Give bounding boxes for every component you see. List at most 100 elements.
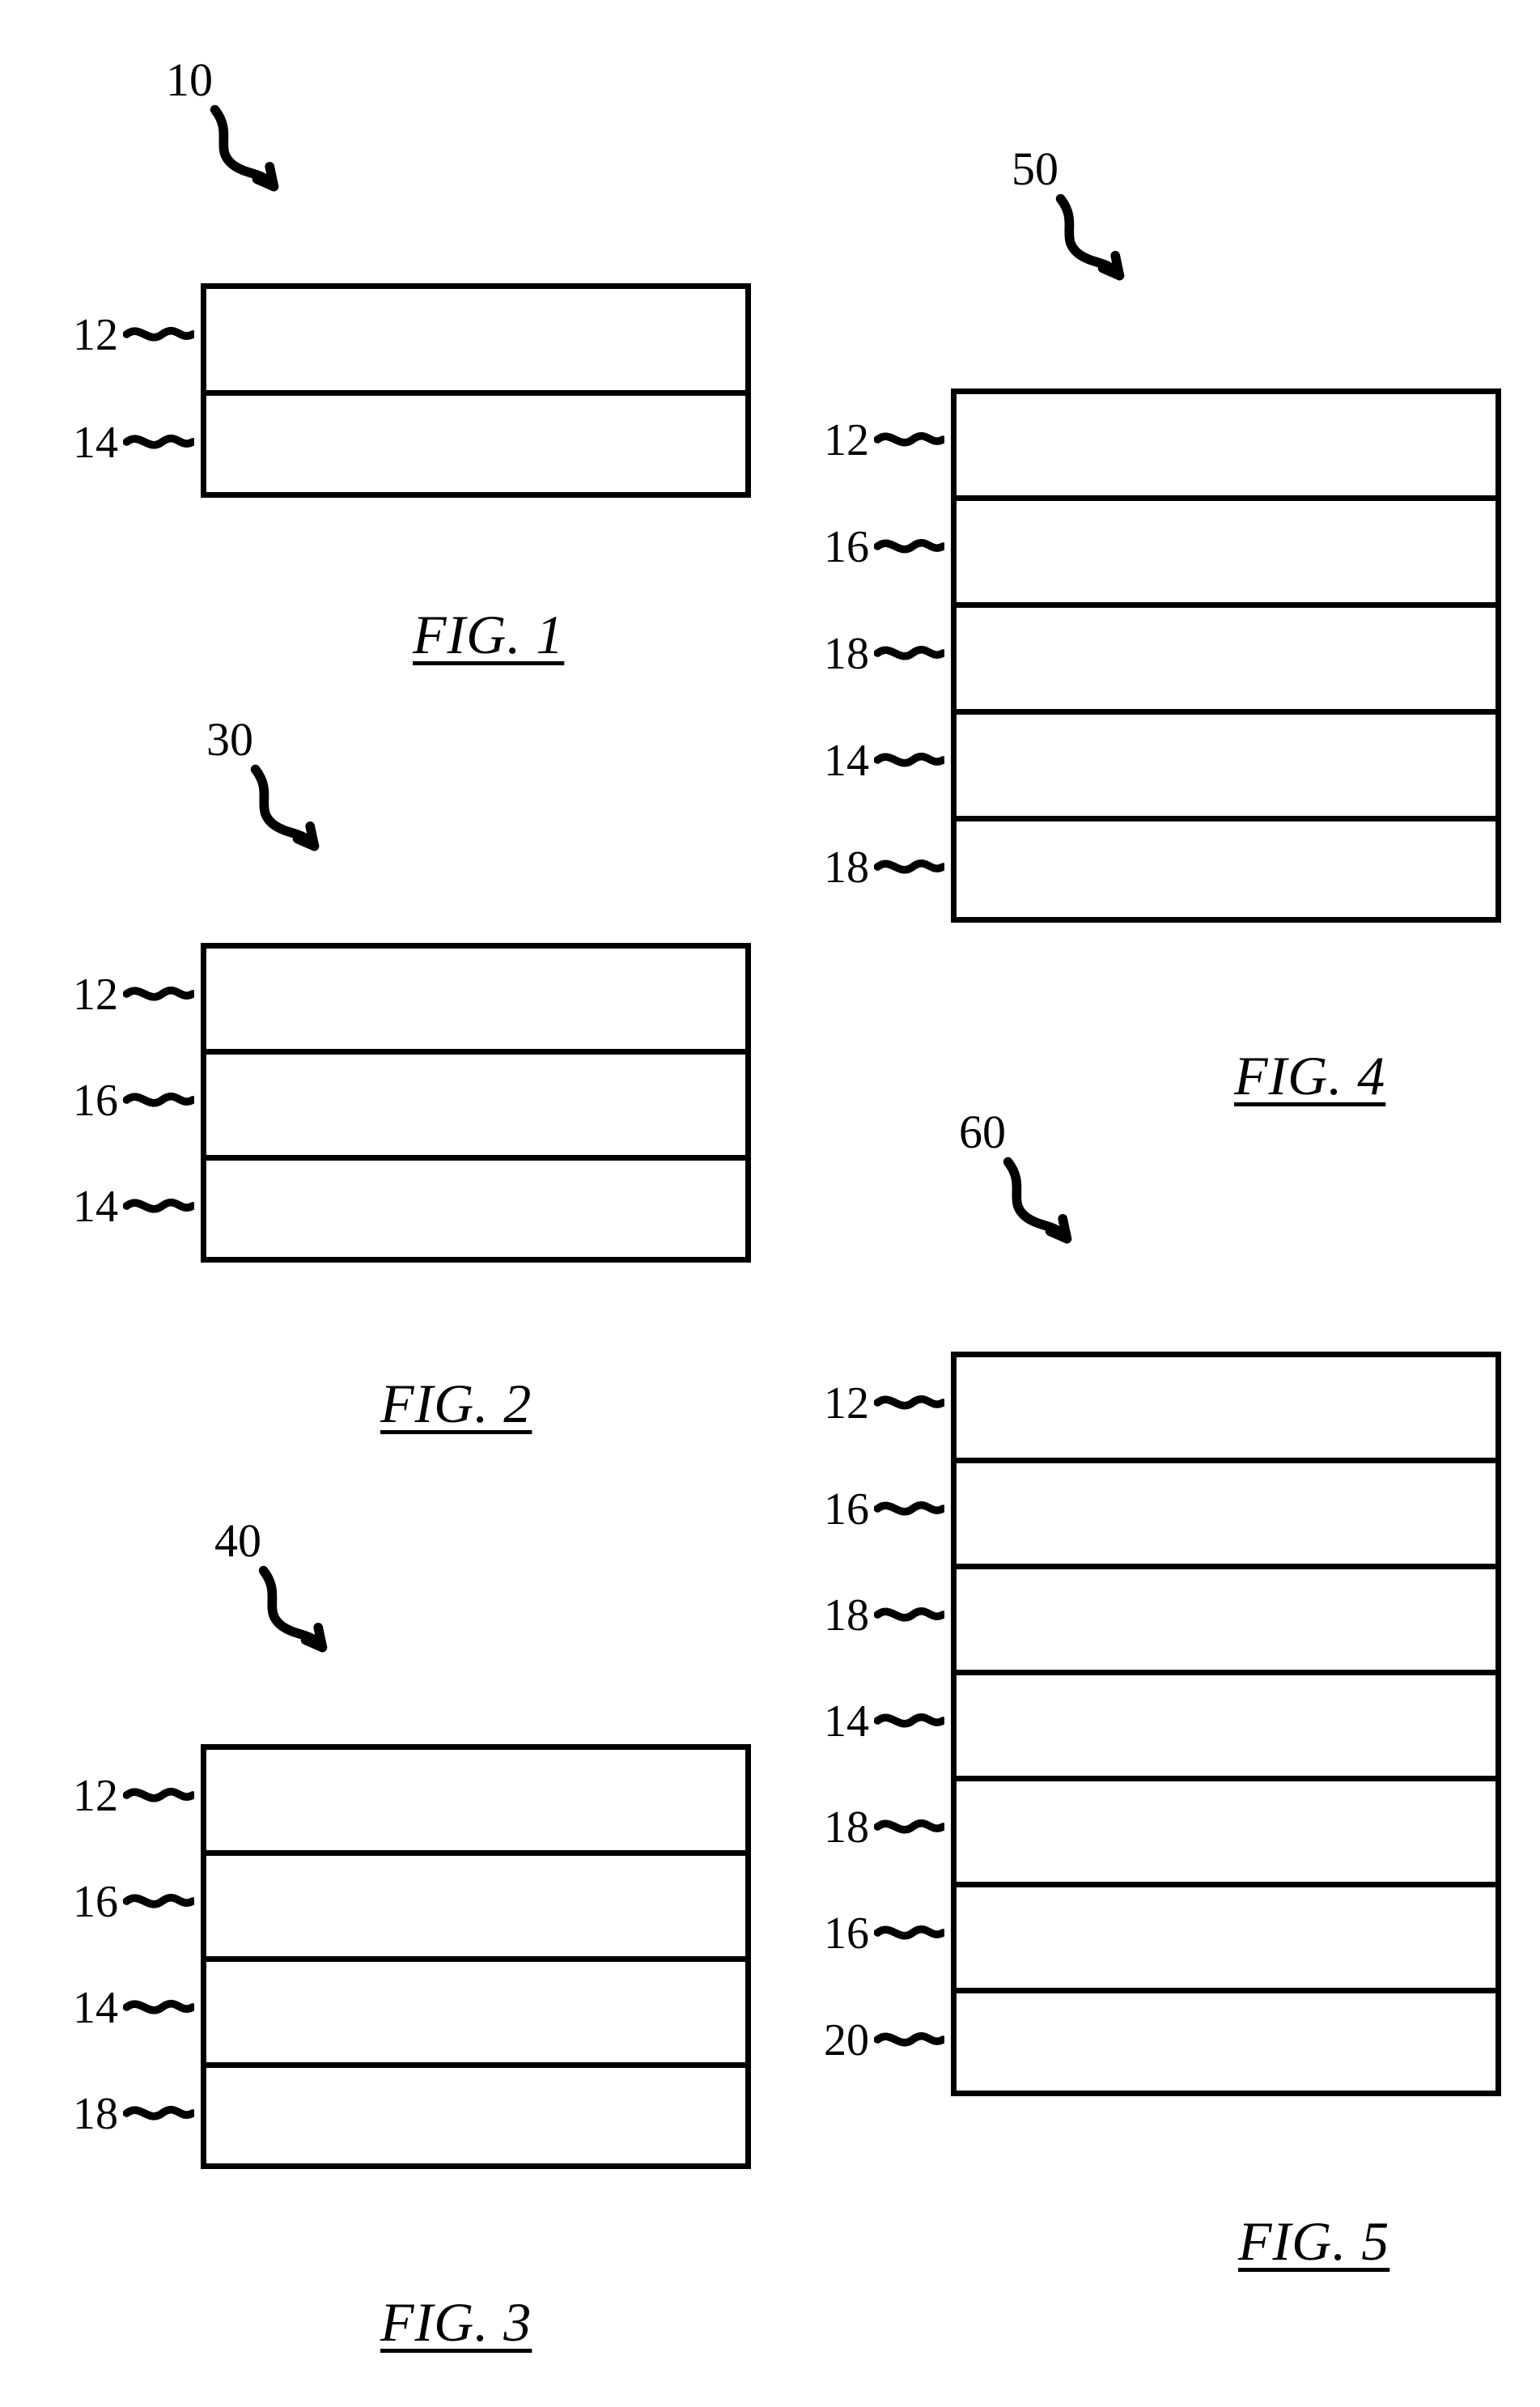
fig5-layer-label: 18 [824, 1802, 944, 1853]
fig5-layer [957, 1781, 1495, 1887]
lead-line-container [123, 1181, 194, 1233]
lead-line-icon [123, 1191, 194, 1221]
fig3-layer-number: 12 [73, 1770, 118, 1822]
fig5-layer-number: 14 [824, 1696, 869, 1747]
lead-line-container [874, 1378, 944, 1429]
fig4-layer-label: 12 [824, 414, 944, 466]
fig5-layer-number: 12 [824, 1378, 869, 1429]
lead-line-container [874, 1908, 944, 1959]
fig2-layer-number: 14 [73, 1181, 118, 1233]
lead-line-container [874, 2014, 944, 2066]
lead-line-icon [874, 2024, 944, 2055]
lead-line-icon [874, 1917, 944, 1948]
page-root: 10 12 14 FIG. 130 12 16 14 FIG. 240 12 1… [0, 0, 1540, 2407]
fig4-reference-arrow: 50 [1012, 142, 1058, 196]
fig4-layer-label: 14 [824, 735, 944, 787]
fig1-reference-arrow: 10 [166, 53, 213, 107]
fig3-reference-arrow: 40 [214, 1513, 261, 1568]
lead-line-container [123, 309, 194, 361]
lead-line-icon [874, 1599, 944, 1630]
lead-line-container [123, 2088, 194, 2140]
lead-line-container [874, 1696, 944, 1747]
fig1-layer-label: 12 [73, 309, 194, 361]
lead-line-container [123, 1982, 194, 2034]
lead-line-icon [123, 319, 194, 350]
fig3-caption: FIG. 3 [380, 2290, 532, 2354]
fig2-layer-label: 14 [73, 1181, 194, 1233]
fig4-caption: FIG. 4 [1234, 1044, 1385, 1108]
fig2-layer-label: 16 [73, 1075, 194, 1127]
fig3-layer [206, 1750, 745, 1856]
fig5-layer [957, 1887, 1495, 1993]
fig3-layer-number: 16 [73, 1876, 118, 1928]
fig1-layer-stack [201, 283, 751, 498]
fig3-layer-label: 16 [73, 1876, 194, 1928]
lead-line-icon [874, 1493, 944, 1524]
fig2-layer [206, 1055, 745, 1161]
fig4-layer-number: 18 [824, 628, 869, 680]
fig3-layer-label: 18 [73, 2088, 194, 2140]
fig1-caption: FIG. 1 [413, 603, 564, 667]
fig5-layer-label: 18 [824, 1590, 944, 1641]
fig1-layer [206, 396, 745, 503]
lead-line-container [874, 842, 944, 894]
squiggle-arrow-icon [1048, 186, 1153, 291]
lead-line-icon [123, 1085, 194, 1115]
lead-line-container [874, 521, 944, 573]
lead-line-icon [123, 2098, 194, 2129]
fig5-layer [957, 1357, 1495, 1463]
squiggle-arrow-icon [202, 97, 308, 202]
fig1-layer-number: 12 [73, 309, 118, 361]
fig5-layer [957, 1993, 1495, 2102]
lead-line-container [874, 414, 944, 466]
fig5-layer-number: 16 [824, 1484, 869, 1535]
fig5-caption: FIG. 5 [1238, 2210, 1389, 2273]
fig2-reference-arrow: 30 [206, 712, 253, 766]
squiggle-arrow-icon [251, 1558, 356, 1663]
lead-line-container [874, 735, 944, 787]
fig5-layer-label: 16 [824, 1908, 944, 1959]
fig5-layer [957, 1569, 1495, 1675]
fig5-layer-number: 16 [824, 1908, 869, 1959]
fig4-layer-label: 18 [824, 842, 944, 894]
fig4-layer [957, 501, 1495, 608]
lead-line-container [123, 417, 194, 469]
lead-line-icon [874, 638, 944, 669]
squiggle-arrow-icon [995, 1149, 1101, 1254]
fig3-layer-number: 18 [73, 2088, 118, 2140]
fig3-layer-label: 12 [73, 1770, 194, 1822]
lead-line-icon [874, 1811, 944, 1842]
fig5-layer-number: 20 [824, 2014, 869, 2066]
lead-line-container [874, 1590, 944, 1641]
fig5-layer-label: 20 [824, 2014, 944, 2066]
lead-line-container [123, 1770, 194, 1822]
fig3-layer [206, 1856, 745, 1962]
lead-line-container [123, 1876, 194, 1928]
lead-line-icon [123, 1886, 194, 1917]
fig4-layer-number: 16 [824, 521, 869, 573]
lead-line-container [123, 1075, 194, 1127]
fig5-layer [957, 1463, 1495, 1569]
fig4-layer [957, 821, 1495, 928]
fig2-layer [206, 949, 745, 1055]
fig1-layer-label: 14 [73, 417, 194, 469]
fig3-layer [206, 2068, 745, 2175]
fig4-layer [957, 394, 1495, 501]
fig4-layer-stack [951, 388, 1501, 923]
fig5-layer-number: 18 [824, 1590, 869, 1641]
lead-line-icon [874, 851, 944, 882]
lead-line-container [874, 1484, 944, 1535]
lead-line-icon [123, 1992, 194, 2023]
fig5-layer-label: 16 [824, 1484, 944, 1535]
fig3-layer-stack [201, 1744, 751, 2169]
lead-line-icon [123, 1780, 194, 1811]
fig3-layer-number: 14 [73, 1982, 118, 2034]
lead-line-icon [874, 531, 944, 562]
fig5-layer-label: 14 [824, 1696, 944, 1747]
fig4-layer-label: 16 [824, 521, 944, 573]
fig2-layer-number: 12 [73, 969, 118, 1021]
fig2-layer [206, 1161, 745, 1267]
fig1-layer [206, 289, 745, 396]
lead-line-container [123, 969, 194, 1021]
fig5-reference-arrow: 60 [959, 1105, 1006, 1159]
